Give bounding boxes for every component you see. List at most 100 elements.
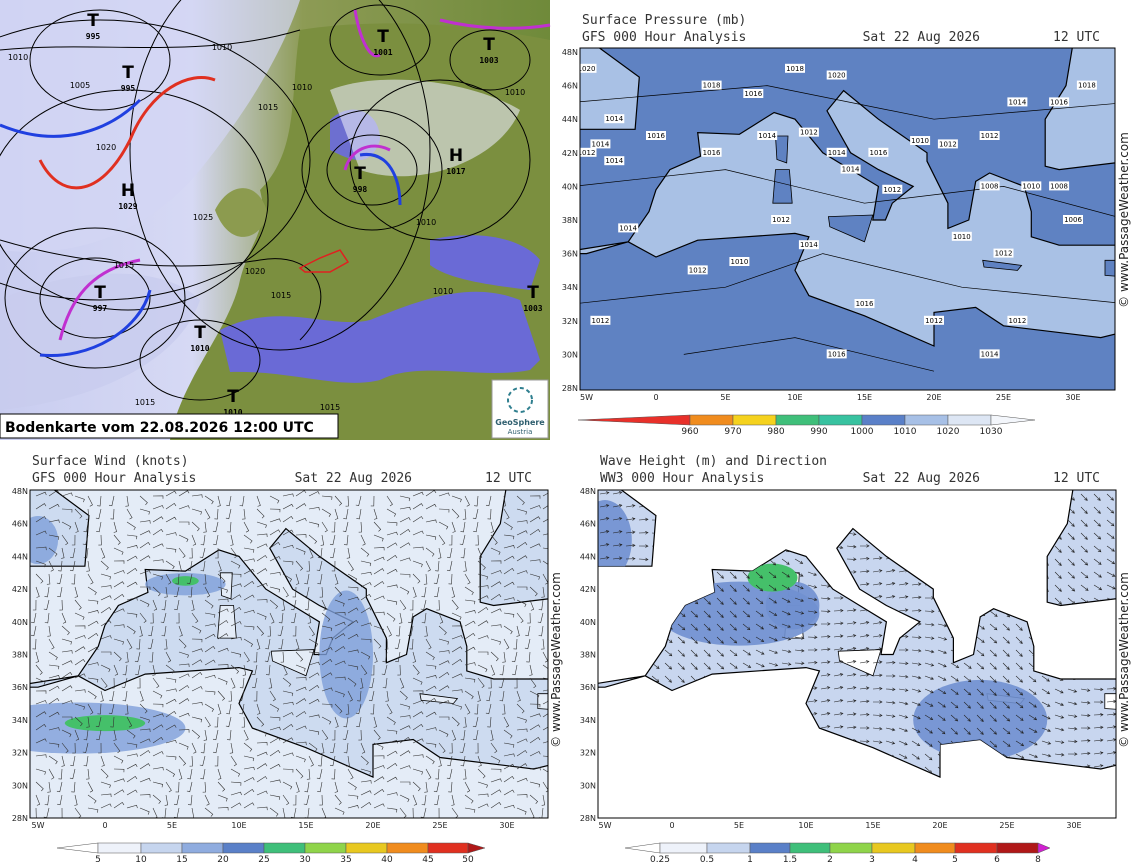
wind-barb (477, 690, 481, 702)
wind-barb (451, 703, 462, 710)
lon-label: 20E (932, 821, 947, 830)
wind-barb (239, 703, 245, 715)
colorbar-segment (871, 842, 916, 854)
wind-barb (178, 685, 190, 692)
wind-barb (126, 567, 138, 575)
wave-arrow (924, 766, 933, 774)
wind-barb (152, 586, 161, 597)
lon-label: 30E (1065, 393, 1080, 402)
wind-barb (295, 651, 304, 662)
wind-barb (373, 521, 382, 532)
wind-barb (321, 636, 333, 641)
wind-barb (225, 508, 232, 520)
wind-barb (32, 599, 37, 611)
wind-barb (516, 530, 528, 536)
isobar-label: 1015 (320, 403, 340, 412)
label-box (924, 315, 944, 325)
wind-barb (386, 568, 398, 575)
wind-barb (256, 612, 267, 620)
wave-arrow (833, 725, 844, 729)
wave-arrow (885, 687, 896, 692)
island (537, 693, 548, 710)
wind-barb (62, 716, 73, 720)
wave-arrow (976, 688, 984, 696)
wind-barb (35, 516, 47, 523)
wind-barb (217, 620, 229, 627)
wind-barb (70, 755, 76, 767)
wind-barb (108, 495, 115, 507)
wind-barb (148, 625, 154, 637)
wind-barb (308, 534, 318, 544)
wind-barb (61, 729, 72, 738)
wind-barb (203, 521, 207, 533)
wind-barb (384, 638, 389, 650)
wind-barb (48, 727, 60, 731)
wind-barb (541, 638, 545, 650)
wind-barb (191, 716, 203, 723)
wind-barb (542, 713, 548, 718)
colorbar-label: 25 (258, 855, 269, 865)
wind-barb (83, 729, 89, 741)
wave-arrow (898, 608, 909, 612)
wind-barb (165, 724, 177, 731)
wind-barb (438, 521, 449, 530)
wind-barb (525, 625, 531, 637)
wind-barb (463, 716, 467, 728)
wave-arrow (899, 648, 909, 652)
wind-barb (101, 651, 112, 655)
wind-barb (57, 794, 63, 806)
wind-barb (438, 534, 446, 546)
lon-label: 5E (167, 821, 177, 830)
wind-barb (474, 495, 479, 507)
map-title: Wave Height (m) and Direction (600, 454, 827, 469)
wind-barb (317, 573, 323, 585)
wind-barb (360, 534, 366, 546)
wave-arrow (950, 675, 959, 682)
wave-arrow (846, 557, 857, 561)
isobar-label: 1012 (689, 266, 707, 274)
wind-barb (412, 677, 423, 685)
wind-barb (139, 541, 151, 549)
wind-barb (503, 521, 513, 531)
wind-barb (472, 508, 479, 520)
wind-barb (213, 534, 219, 546)
wave-arrow (846, 647, 857, 651)
wind-barb (139, 807, 150, 815)
wind-barb (74, 495, 85, 503)
wind-barb (425, 560, 431, 572)
wave-arrow (989, 662, 997, 670)
wind-barb (186, 781, 193, 793)
wind-barb (438, 638, 449, 645)
wind-barb (529, 586, 538, 597)
wind-barb (334, 660, 346, 666)
label-box (580, 63, 597, 73)
wind-barb (74, 658, 86, 666)
colorbar-segment (689, 414, 734, 426)
wind-barb (35, 530, 47, 536)
wind-barb (189, 755, 193, 767)
wind-barb (176, 612, 180, 624)
wind-barb (368, 690, 375, 702)
wind-barb (178, 698, 190, 705)
colorbar-segment (789, 842, 831, 854)
wind-barb (399, 495, 411, 502)
wind-barb (542, 518, 548, 523)
wind-barb (230, 768, 241, 777)
wind-barb (191, 521, 200, 532)
wind-barb (203, 573, 207, 585)
wind-barb (412, 754, 424, 758)
isobar-label: 1016 (703, 149, 721, 157)
wind-barb (35, 651, 39, 663)
wind-barb (61, 492, 73, 497)
isobar-label: 1012 (925, 317, 943, 325)
colorbar-label: 1000 (851, 427, 874, 437)
wave-arrow (599, 530, 610, 534)
isobar (301, 109, 443, 231)
wind-barb (139, 625, 143, 637)
colorbar-segment (914, 842, 956, 854)
wind-barb (386, 716, 396, 726)
wind-barb (451, 612, 462, 620)
lat-label: 30N (580, 781, 596, 790)
wind-barb (277, 625, 284, 637)
wind-barb (82, 742, 89, 754)
